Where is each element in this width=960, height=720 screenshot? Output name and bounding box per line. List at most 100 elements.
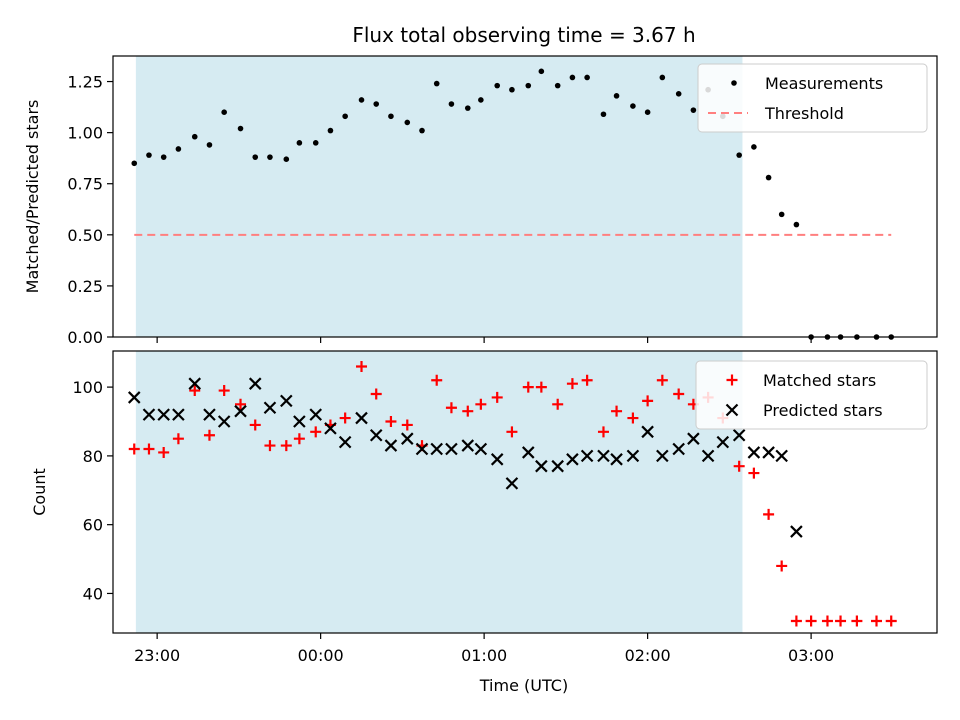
data-point [217,415,231,428]
data-point [235,398,247,410]
legend: Matched stars Predicted stars [695,360,928,430]
data-point [793,221,800,228]
data-point [234,404,247,418]
data-point [188,377,202,390]
data-point [474,442,488,456]
data-point [385,416,397,427]
data-point [610,453,623,466]
data-point [551,459,564,473]
data-point [732,428,746,442]
data-point [355,411,368,425]
legend-label: Predicted stars [763,401,883,420]
x-tick-label: 23:00 [134,646,180,665]
axes-frame [112,55,938,338]
data-point [464,105,471,111]
data-point [673,388,685,400]
data-point [327,127,334,134]
data-point [445,442,458,456]
data-point [358,97,365,103]
legend-marker [726,374,738,386]
data-point [189,385,201,397]
data-point [127,391,141,404]
data-point [597,426,609,438]
data-point [312,140,319,146]
data-point [554,82,561,89]
data-point [172,433,184,445]
data-point [776,560,788,572]
data-point [762,446,775,459]
data-point [388,113,394,120]
data-point [581,374,593,386]
data-point [370,388,382,400]
data-point [491,391,503,403]
data-point [401,432,414,445]
data-point [736,152,742,158]
data-point [613,93,620,99]
data-point [751,144,757,150]
data-point [293,433,305,445]
y-tick-label: 0.00 [67,328,103,347]
data-point [885,615,897,627]
data-point [433,80,440,87]
data-point [252,154,259,160]
x-tick-label: 02:00 [625,646,671,665]
top-panel-ratio: 0.00 0.25 0.50 0.75 1.00 1.25 Matched/Predicte… [23,55,938,347]
data-point [373,101,380,107]
data-point [203,408,216,421]
data-point [206,142,213,148]
y-axis-label: Matched/Predicted stars [23,100,42,294]
data-point [569,74,576,81]
series-predicted-stars [127,377,803,538]
data-point [142,408,156,421]
legend-marker [725,403,739,417]
data-point [384,439,398,452]
data-point [146,152,152,158]
data-point [659,74,666,81]
data-point [641,425,654,439]
data-point [525,82,532,89]
data-point [778,211,785,218]
legend-box [695,360,928,430]
data-point [656,449,669,463]
data-point [690,107,697,113]
data-point [293,415,306,428]
y-tick-label: 100 [72,378,103,397]
data-point [157,408,170,421]
data-point [478,97,484,103]
observing-window-shade [135,351,743,633]
data-point [283,156,290,163]
data-point [627,412,639,424]
data-point [430,442,443,456]
data-point [280,394,293,408]
data-point [310,426,322,438]
y-tick-label: 1.00 [67,124,103,143]
data-point [445,402,457,414]
data-point [733,460,745,472]
bottom-panel-count: 40 60 80 100 23:00 00:00 01:00 02:00 03:00 Count M… [30,350,938,665]
data-point [748,467,760,479]
data-point [415,442,429,456]
y-tick-label: 80 [83,447,103,466]
data-point [339,412,351,424]
y-tick-label: 0.50 [67,226,103,245]
data-point [461,439,475,452]
data-point [172,408,185,421]
data-point [851,615,863,627]
data-point [644,109,651,115]
x-axis-label: Time (UTC) [479,676,568,695]
data-point [494,82,501,89]
y-tick-label: 40 [83,584,103,603]
data-point [263,401,277,415]
data-point [128,443,140,455]
x-tick-label: 01:00 [461,646,507,665]
data-point [431,374,443,386]
legend: Measurements Threshold [697,63,928,133]
data-point [790,615,802,627]
data-point [267,154,273,160]
legend-marker [731,80,737,86]
data-point [687,432,700,445]
legend-label: Threshold [764,104,844,123]
data-point [401,419,413,431]
y-tick-label: 0.25 [67,277,103,296]
data-point [763,508,775,520]
